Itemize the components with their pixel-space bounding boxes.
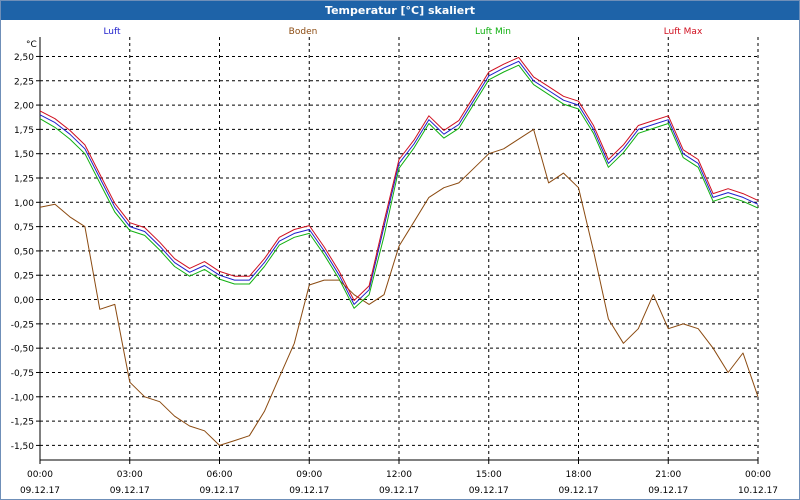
legend-entry-boden: Boden [289,27,318,37]
y-tick-label: 2,50 [14,53,34,63]
series-line-luft-max [39,56,759,301]
x-tick-time-label: 03:00 [117,470,143,480]
grid [39,37,759,460]
x-tick-date-label: 09.12.17 [648,486,688,496]
x-tick-date-label: 09.12.17 [110,486,150,496]
x-tick-date-label: 09.12.17 [469,486,509,496]
x-tick-time-label: 00:00 [27,470,53,480]
x-tick-time-label: 15:00 [476,470,502,480]
legend-entry-luft-max: Luft Max [664,27,703,37]
y-tick-label: -1,00 [11,393,35,403]
x-tick-time-label: 12:00 [386,470,412,480]
y-tick-label: 0,25 [14,272,34,282]
y-tick-label: 1,50 [14,150,34,160]
chart-title: Temperatur [°C] skaliert [325,4,475,17]
x-tick-date-label: 09.12.17 [20,486,60,496]
x-tick-time-label: 00:00 [745,470,771,480]
series-line-luft-min [39,64,759,309]
y-tick-label: 1,00 [14,199,34,209]
y-tick-label: 1,25 [14,175,34,185]
axes [36,37,759,464]
legend-entry-luft: Luft [103,27,121,37]
y-tick-label: 0,00 [14,296,34,306]
x-tick-date-label: 09.12.17 [289,486,329,496]
series-line-luft [39,60,759,305]
y-tick-label: 1,75 [14,126,34,136]
series-lines [39,56,759,446]
y-tick-label: 2,25 [14,77,34,87]
x-tick-date-label: 09.12.17 [558,486,598,496]
y-tick-label: -0,75 [11,369,34,379]
y-tick-label: -0,50 [11,345,35,355]
y-tick-label: -1,25 [11,418,34,428]
legend-entry-luft-min: Luft Min [475,27,511,37]
x-tick-time-label: 09:00 [296,470,322,480]
y-tick-label: 2,00 [14,102,34,112]
y-tick-label: 0,50 [14,247,34,257]
chart-title-bar: Temperatur [°C] skaliert [1,1,799,20]
x-tick-date-label: 09.12.17 [379,486,419,496]
y-tick-label: -0,25 [11,320,34,330]
y-tick-label: 0,75 [14,223,34,233]
series-line-boden [39,128,759,446]
x-tick-time-label: 06:00 [207,470,233,480]
x-tick-date-label: 09.12.17 [199,486,239,496]
x-tick-date-label: 10.12.17 [738,486,778,496]
y-axis-unit-label: °C [26,40,37,50]
x-tick-time-label: 21:00 [655,470,681,480]
y-tick-label: -1,50 [11,442,35,452]
tick-labels: 2,50 2,25 2,00 1,75 1,50 1,25 1,00 0,75 0,50 0,25… [11,40,778,496]
x-tick-time-label: 18:00 [566,470,592,480]
legend: Luft Boden Luft Min Luft Max [103,27,703,37]
